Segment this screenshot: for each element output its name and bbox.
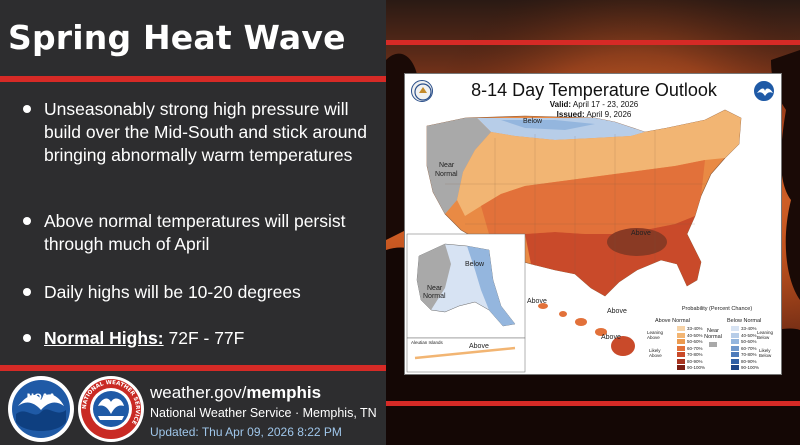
- label-above: Above: [631, 230, 651, 237]
- label-normal: Normal: [435, 171, 458, 178]
- outlook-map-graphic: [406, 109, 742, 373]
- map-issued-value: April 9, 2026: [586, 110, 632, 119]
- label-alaska-normal: Normal: [423, 293, 446, 300]
- legend-swatch-above: [677, 332, 685, 338]
- bullet-item-normal-highs: Normal Highs: 72F - 77F: [22, 327, 374, 350]
- label-hawaii-above-1: Above: [527, 298, 547, 305]
- legend-below-label: Below Normal: [727, 318, 762, 324]
- label-aleutian: Aleutian Islands: [411, 340, 443, 345]
- legend-swatch-above: [677, 345, 685, 351]
- normal-highs-label: Normal Highs:: [44, 328, 164, 348]
- bullet-item: Above normal temperatures will persist t…: [22, 210, 374, 256]
- map-issued-label: Issued:: [556, 110, 585, 119]
- legend-swatch-below: [731, 339, 739, 344]
- map-valid-label: Valid:: [549, 100, 572, 109]
- legend-bin-below: 40-50%: [741, 332, 757, 338]
- label-aleutian-above: Above: [469, 343, 489, 350]
- legend-bin-above: 50-60%: [687, 339, 703, 344]
- legend-bin-above: 70-80%: [687, 352, 703, 357]
- map-title: 8-14 Day Temperature Outlook: [471, 80, 717, 100]
- updated-timestamp: Updated: Thu Apr 09, 2026 8:22 PM: [150, 425, 342, 439]
- legend-bin-below: 80-90%: [741, 358, 757, 364]
- label-alaska-below: Below: [465, 261, 485, 268]
- legend-swatch-below: [731, 365, 739, 370]
- normal-highs-value: 72F - 77F: [168, 328, 245, 348]
- legend-bin-above: 80-90%: [687, 358, 703, 364]
- site-office: memphis: [246, 383, 322, 402]
- accent-bar-bottom-left: [0, 365, 386, 371]
- legend-bin-below: 60-70%: [741, 345, 757, 351]
- accent-bar-bottom-right: [386, 401, 800, 406]
- legend-above-label: Above Normal: [655, 318, 690, 324]
- legend-leaning-above: Leaning Above: [647, 330, 664, 340]
- site-prefix: weather.gov/: [150, 383, 247, 402]
- label-hawaii-above-3: Above: [601, 334, 621, 341]
- legend-leaning-below: Leaning Below: [757, 330, 774, 340]
- legend-bin-above: 33-40%: [687, 326, 703, 331]
- legend-likely-below: Likely Below: [759, 348, 772, 358]
- nws-logo-icon: NATIONAL WEATHER SERVICE: [78, 376, 144, 442]
- legend-bin-above: 60-70%: [687, 345, 703, 351]
- legend-swatch-above: [677, 352, 685, 357]
- legend-swatch-above: [677, 326, 685, 331]
- info-panel: Spring Heat Wave Unseasonably strong hig…: [0, 0, 386, 445]
- legend-bin-below: 70-80%: [741, 352, 757, 357]
- legend-near-label: Near Normal: [704, 328, 722, 340]
- legend-swatch-above: [677, 365, 685, 370]
- noaa-logo-text: NOAA: [27, 393, 56, 403]
- label-hawaii-above-2: Above: [607, 308, 627, 315]
- legend-title: Probability (Percent Chance): [681, 306, 753, 312]
- aleutian-inset: [406, 337, 526, 373]
- legend-swatch-near: [709, 342, 717, 347]
- legend-swatch-below: [731, 332, 739, 338]
- conus-outlook: [426, 109, 742, 297]
- legend-likely-above: Likely Above: [649, 348, 662, 358]
- map-issued-date: Issued: April 9, 2026: [405, 110, 783, 119]
- site-link[interactable]: weather.gov/memphis: [150, 383, 321, 403]
- legend-swatch-below: [731, 358, 739, 364]
- legend-bin-above: 40-50%: [687, 332, 703, 338]
- hawaii-inset: [538, 303, 635, 356]
- legend-bin-above: 90-100%: [687, 365, 706, 370]
- bullet-item: Unseasonably strong high pressure will b…: [22, 98, 374, 167]
- bullet-item: Daily highs will be 10-20 degrees: [22, 281, 374, 304]
- accent-bar-top-left: [0, 76, 386, 82]
- label-near: Near: [439, 162, 455, 169]
- legend-bin-below: 33-40%: [741, 326, 757, 331]
- legend-swatch-below: [731, 326, 739, 331]
- commerce-seal-icon: [411, 80, 433, 102]
- page-title: Spring Heat Wave: [8, 18, 346, 57]
- legend-swatch-above: [677, 358, 685, 364]
- alaska-inset: [406, 233, 526, 339]
- temperature-outlook-map: 8-14 Day Temperature Outlook Valid: Apri…: [404, 73, 782, 375]
- map-valid-value: April 17 - 23, 2026: [572, 100, 639, 109]
- noaa-logo-icon: NOAA: [8, 376, 74, 442]
- accent-bar-top-right: [386, 40, 800, 45]
- noaa-mini-icon: [753, 80, 775, 102]
- legend-swatch-above: [677, 339, 685, 344]
- legend-swatch-below: [731, 345, 739, 351]
- legend-bin-below: 90-100%: [741, 365, 760, 370]
- legend-swatch-below: [731, 352, 739, 357]
- legend-bin-below: 50-60%: [741, 339, 757, 344]
- map-valid-dates: Valid: April 17 - 23, 2026: [405, 100, 783, 109]
- label-alaska-near: Near: [427, 285, 443, 292]
- footer: NOAA NATIONAL WEATHER SERVICE weather.go…: [0, 371, 386, 445]
- label-below: Below: [523, 118, 543, 125]
- office-name: National Weather Service · Memphis, TN: [150, 406, 377, 420]
